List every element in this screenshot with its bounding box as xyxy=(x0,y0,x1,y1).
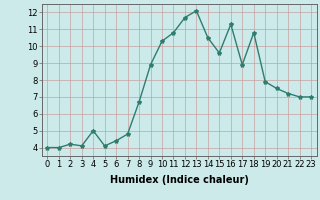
X-axis label: Humidex (Indice chaleur): Humidex (Indice chaleur) xyxy=(110,175,249,185)
